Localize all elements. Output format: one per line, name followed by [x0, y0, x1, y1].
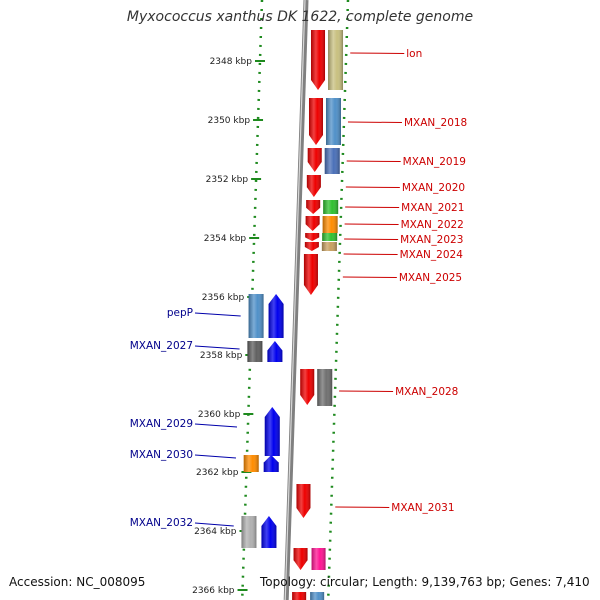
reverse-gene-arrow-shade	[263, 455, 279, 472]
forward-gene-label: MXAN_2021	[401, 202, 464, 214]
forward-gene-arrow-shade	[305, 233, 320, 241]
scale-tick-label: 2352 kbp	[206, 175, 249, 185]
forward-gene-leader	[345, 206, 400, 208]
forward-gene-arrow-shade	[303, 254, 318, 295]
forward-gene-leader	[344, 223, 399, 225]
forward-gene-arrow-shade	[308, 98, 323, 145]
forward-gene-label: MXAN_2022	[401, 219, 464, 231]
backbone-highlight	[284, 0, 306, 600]
topology-text: Topology: circular; Length: 9,139,763 bp…	[260, 575, 590, 589]
gene-features	[241, 30, 344, 600]
forward-gene-leader	[346, 160, 401, 162]
forward-gene-arrow-shade	[300, 369, 315, 405]
scale-tick-label: 2366 kbp	[192, 586, 235, 596]
scale-tick-label: 2348 kbp	[210, 57, 253, 67]
forward-gene-feature-shade	[328, 30, 344, 90]
forward-gene-arrow-shade	[307, 148, 322, 172]
forward-gene-leader	[344, 238, 399, 240]
reverse-gene-feature-shade	[248, 294, 264, 338]
scale-tick-label: 2362 kbp	[196, 468, 239, 478]
forward-gene-label: MXAN_2031	[391, 502, 454, 514]
reverse-gene-arrow-shade	[264, 407, 280, 456]
forward-gene-feature-shade	[322, 233, 338, 241]
forward-gene-leader	[347, 121, 402, 123]
forward-gene-leader	[339, 390, 394, 392]
scale-tick-label: 2360 kbp	[198, 410, 241, 420]
scale-tick-label: 2350 kbp	[208, 116, 251, 126]
scale-tick-label: 2364 kbp	[194, 527, 237, 537]
reverse-strand-edge	[240, 0, 264, 600]
forward-strand-edge	[326, 0, 350, 600]
forward-gene-feature-shade	[317, 369, 333, 406]
accession-text: Accession: NC_008095	[9, 575, 146, 589]
forward-gene-feature-shade	[323, 200, 339, 214]
forward-gene-label: MXAN_2028	[395, 386, 458, 398]
reverse-gene-arrow-shade	[261, 516, 277, 548]
reverse-gene-leader	[194, 423, 238, 428]
unlabeled-gene-arrow-shade	[293, 548, 308, 570]
reverse-gene-arrow-shade	[268, 294, 284, 338]
reverse-gene-label: MXAN_2029	[130, 418, 193, 430]
reverse-gene-leader	[194, 522, 234, 527]
unlabeled-gene-feature-shade	[310, 592, 325, 600]
forward-gene-leader	[335, 506, 390, 508]
map-title: Myxococcus xanthus DK 1622, complete gen…	[126, 9, 474, 25]
forward-gene-label: MXAN_2020	[402, 182, 465, 194]
forward-gene-arrow-shade	[296, 484, 311, 518]
forward-gene-label: MXAN_2023	[400, 234, 463, 246]
forward-gene-leader	[343, 253, 398, 255]
forward-gene-feature-shade	[325, 98, 341, 145]
forward-gene-feature-shade	[324, 148, 340, 174]
forward-gene-leader	[350, 52, 405, 54]
reverse-gene-feature-shade	[241, 516, 257, 548]
forward-gene-arrow-shade	[311, 30, 326, 90]
forward-gene-leader	[345, 186, 400, 188]
forward-gene-feature-shade	[322, 216, 338, 233]
scale-tick-label: 2356 kbp	[202, 293, 245, 303]
reverse-gene-leader	[194, 454, 237, 459]
genome-backbone	[283, 0, 309, 600]
reverse-gene-label: MXAN_2030	[130, 449, 193, 461]
forward-gene-arrow-shade	[306, 200, 321, 214]
forward-gene-label: lon	[406, 48, 422, 60]
reverse-gene-label: pepP	[167, 307, 193, 319]
reverse-gene-arrow-shade	[267, 341, 283, 362]
forward-gene-label: MXAN_2018	[404, 117, 467, 129]
reverse-gene-leader	[194, 312, 241, 317]
forward-gene-leader	[342, 276, 397, 278]
reverse-gene-label: MXAN_2027	[130, 340, 193, 352]
forward-gene-label: MXAN_2025	[399, 272, 462, 284]
unlabeled-gene-arrow-shade	[292, 592, 307, 600]
forward-gene-arrow-shade	[304, 242, 319, 251]
unlabeled-gene-feature-shade	[311, 548, 326, 570]
reverse-gene-feature-shade	[243, 455, 259, 472]
scale-tick-label: 2354 kbp	[204, 234, 247, 244]
forward-gene-arrow-shade	[305, 216, 320, 231]
reverse-gene-feature-shade	[247, 341, 263, 362]
reverse-gene-label: MXAN_2032	[130, 517, 193, 529]
forward-gene-feature-shade	[321, 242, 337, 251]
scale-tick-label: 2358 kbp	[200, 351, 243, 361]
forward-gene-label: MXAN_2024	[400, 249, 464, 261]
strand-bands	[240, 0, 350, 600]
forward-gene-label: MXAN_2019	[403, 156, 466, 168]
gene-labels: lon MXAN_2018 MXAN_2019 MXAN_2020 MXAN_2021 M…	[130, 48, 468, 529]
forward-gene-arrow-shade	[306, 175, 321, 197]
reverse-gene-leader	[194, 345, 240, 350]
backbone-line	[283, 0, 309, 600]
